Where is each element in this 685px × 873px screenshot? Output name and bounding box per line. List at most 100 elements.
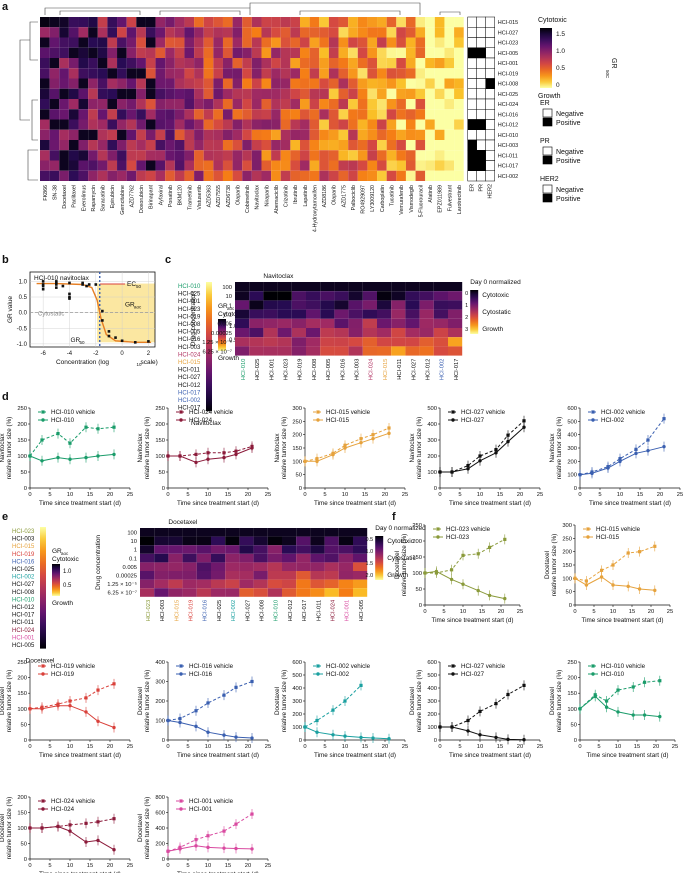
concentration-label: 100 — [127, 530, 137, 536]
heatmap-cell — [338, 588, 353, 597]
model-label: HCI-008 — [260, 600, 266, 622]
legend-marker — [179, 418, 183, 422]
heatmap-cell — [117, 78, 127, 89]
data-point — [653, 544, 657, 548]
data-point — [434, 569, 439, 574]
heatmap-cell — [357, 47, 368, 58]
heatmap-cell — [280, 78, 291, 89]
data-point — [41, 284, 45, 288]
heatmap-cell — [168, 588, 183, 597]
heatmap-cell — [338, 17, 349, 28]
heatmap-cell — [68, 88, 79, 99]
heatmap-cell — [263, 346, 278, 356]
heatmap-cell — [107, 170, 118, 181]
series-line — [167, 681, 253, 721]
data-point — [112, 425, 116, 429]
drug-label: Everolimus — [81, 185, 87, 212]
data-point — [40, 707, 44, 711]
x-tick-label: 20 — [498, 609, 504, 615]
heatmap-cell — [242, 78, 252, 89]
y-tick-label: 400 — [427, 686, 437, 692]
heatmap-cell — [242, 160, 252, 171]
rank-model-label: HCI-027 — [12, 582, 35, 588]
y-tick-label: 250 — [17, 660, 27, 666]
heatmap-cell — [386, 17, 397, 28]
drug-label: AZD7555 — [216, 185, 222, 207]
heatmap-cell — [434, 47, 445, 58]
data-point — [120, 339, 124, 343]
y-axis-label: Docetaxel — [137, 687, 144, 715]
x-axis-label: Time since treatment start (d) — [432, 617, 514, 624]
heatmap-cell — [117, 170, 127, 181]
heatmap-cell — [348, 318, 363, 328]
day0-cbar-tick: 0.5 — [366, 537, 374, 543]
data-point — [646, 448, 650, 453]
heatmap-cell — [334, 300, 349, 310]
heatmap-cell — [196, 545, 211, 554]
heatmap-cell — [59, 68, 69, 79]
rank-model-label: HCI-012 — [12, 605, 35, 611]
heatmap-cell — [235, 328, 250, 338]
x-tick-label: 5 — [598, 492, 601, 498]
heatmap-cell — [97, 58, 108, 69]
data-point — [449, 577, 454, 582]
x-axis-label: Time since treatment start (d) — [449, 752, 531, 759]
rank-model-label: HCI-010 — [12, 597, 35, 603]
heatmap-cell — [328, 47, 339, 58]
model-label: HCI-001 — [269, 359, 275, 381]
legend-item: Negative — [556, 149, 584, 156]
heatmap-cell — [319, 78, 329, 89]
heatmap-cell — [242, 119, 252, 130]
heatmap-cell — [49, 140, 60, 151]
heatmap-cell — [49, 58, 60, 69]
rank-model-label: HCI-023 — [178, 307, 201, 313]
receptor-cell — [476, 109, 486, 120]
x-tick-label: 20 — [107, 863, 113, 869]
y-axis-label: relative tumor size (%) — [144, 417, 151, 480]
drug-label: Olaparib — [235, 185, 241, 205]
heatmap-cell — [59, 150, 69, 161]
heatmap-cell — [145, 119, 156, 130]
heatmap-cell — [425, 58, 435, 69]
heatmap-cell — [232, 37, 243, 48]
panel-letter: b — [2, 254, 9, 266]
heatmap-cell — [396, 109, 406, 120]
heatmap-cell — [261, 47, 272, 58]
heatmap-cell — [155, 109, 166, 120]
heatmap-cell — [251, 129, 262, 140]
heatmap-cell — [277, 337, 292, 347]
x-axis-label: Time since treatment start (d) — [449, 500, 531, 507]
heatmap-cell — [290, 78, 301, 89]
heatmap-cell — [415, 27, 426, 38]
data-point — [466, 729, 470, 733]
heatmap-cell — [40, 170, 50, 181]
x-tick-label: 0 — [578, 492, 581, 498]
heatmap-cell — [194, 88, 204, 99]
heatmap-cell — [174, 160, 185, 171]
heatmap-cell — [165, 109, 175, 120]
heatmap-cell — [249, 337, 264, 347]
heatmap-cell — [405, 88, 416, 99]
heatmap-cell — [140, 545, 155, 554]
heatmap-cell — [386, 150, 397, 161]
heatmap-cell — [213, 68, 223, 79]
heatmap-cell — [126, 37, 137, 48]
data-point — [40, 438, 44, 442]
heatmap-cell — [88, 109, 98, 120]
heatmap-cell — [291, 318, 306, 328]
legend-label: HCI-024 vehicle — [51, 798, 96, 805]
y-tick-label: 0 — [162, 857, 165, 863]
heatmap-cell — [249, 291, 264, 301]
model-label: HCI-011 — [498, 153, 518, 159]
heatmap-cell — [136, 170, 146, 181]
heatmap-cell — [203, 119, 214, 130]
heatmap-cell — [263, 318, 278, 328]
heatmap-cell — [211, 528, 226, 537]
data-point — [478, 459, 482, 463]
receptor-cell — [476, 27, 486, 38]
data-point — [68, 441, 72, 445]
heatmap-cell — [377, 140, 387, 151]
heatmap-cell — [88, 170, 98, 181]
day0-cbar-label: Growth — [387, 572, 408, 579]
heatmap-cell — [49, 37, 60, 48]
